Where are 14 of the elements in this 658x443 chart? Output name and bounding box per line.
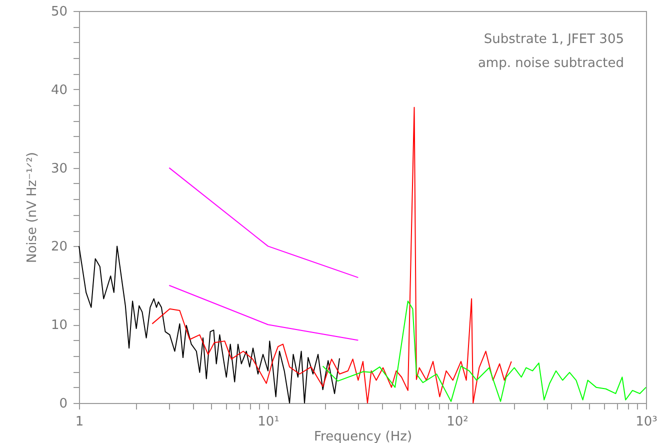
x-tick-label: 10¹ — [258, 414, 280, 430]
annotation: Substrate 1, JFET 305 — [484, 32, 624, 47]
x-tick-label: 10³ — [636, 414, 658, 430]
y-tick-label: 10 — [50, 318, 68, 334]
x-tick-label: 1 — [75, 414, 84, 430]
y-tick-label: 30 — [50, 161, 68, 176]
y-tick-label: 20 — [50, 240, 68, 255]
y-axis-title: Noise (nV Hz⁻¹ᐟ²) — [24, 152, 40, 263]
y-tick-label: 0 — [59, 396, 68, 412]
y-tick-label: 40 — [50, 82, 68, 98]
x-axis-title: Frequency (Hz) — [314, 430, 412, 443]
annotation: amp. noise subtracted — [478, 56, 624, 71]
y-tick-label: 50 — [50, 4, 68, 20]
x-tick-label: 10² — [446, 414, 468, 430]
